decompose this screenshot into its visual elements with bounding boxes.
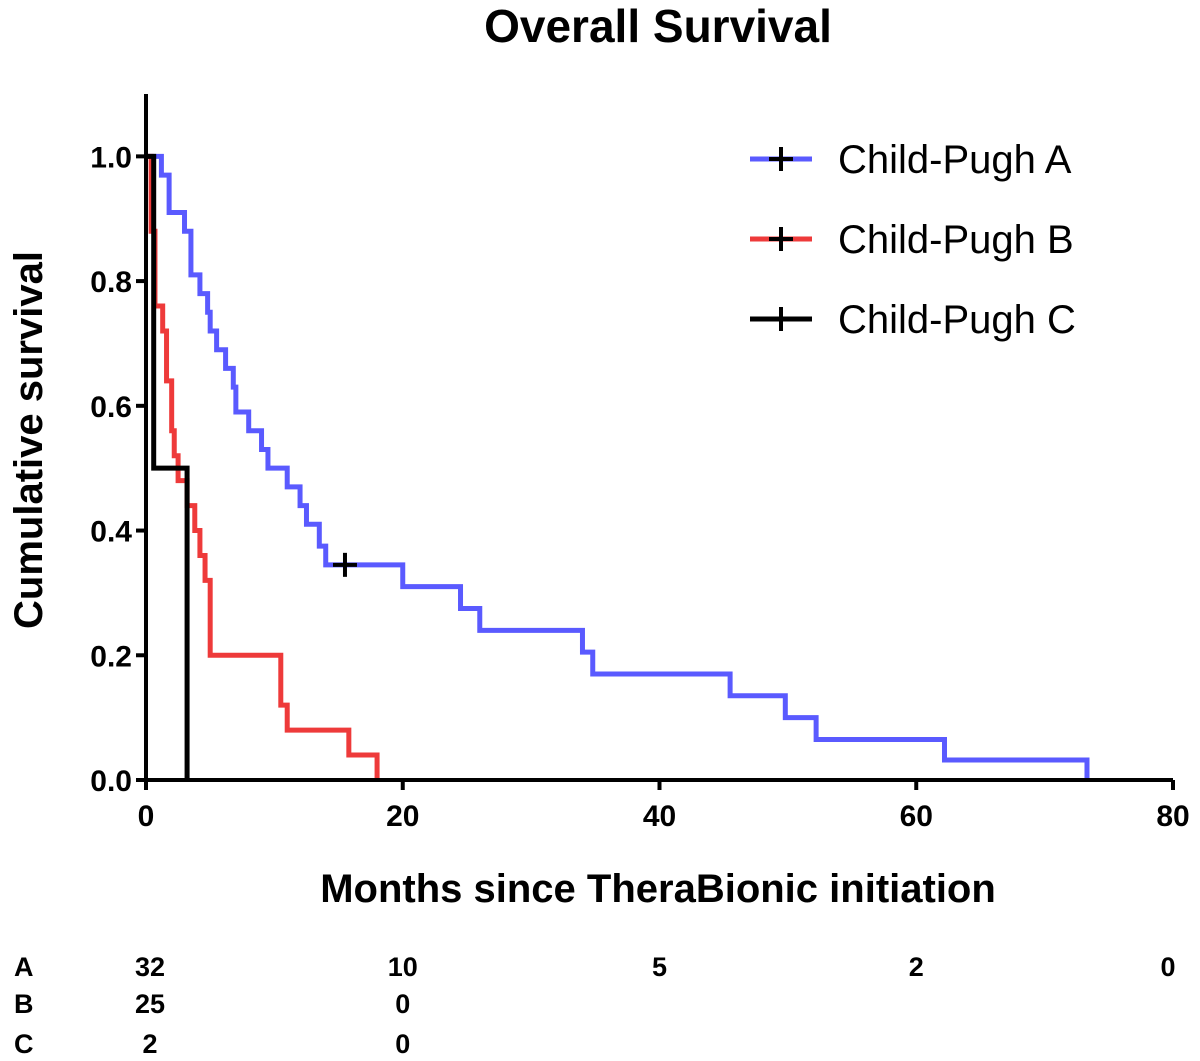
risk-count: 32 [135,952,165,982]
x-tick-label: 60 [900,800,933,833]
risk-table: A 32 10 5 2 0 B 25 0 C 2 0 [14,952,1176,1059]
legend: Child-Pugh A Child-Pugh B Child-Pugh C [750,138,1076,342]
y-tick-label: 0.6 [90,391,132,424]
x-tick-label: 40 [643,800,676,833]
risk-count: 5 [652,952,667,982]
y-tick-label: 1.0 [90,141,132,174]
curve-child-pugh-b [146,153,380,780]
risk-count: 0 [395,989,410,1019]
y-tick-label: 0.8 [90,266,132,299]
curve-child-pugh-c [146,153,190,780]
x-tick-label: 20 [386,800,419,833]
legend-label: Child-Pugh A [838,138,1072,182]
risk-count: 2 [909,952,924,982]
legend-label: Child-Pugh B [838,218,1074,262]
y-axis-label: Cumulative survival [7,251,51,629]
risk-row-label: B [14,989,34,1019]
legend-label: Child-Pugh C [838,298,1076,342]
axes: 0.0 0.2 0.4 0.6 0.8 1.0 0 20 40 60 80 [90,94,1190,833]
risk-count: 10 [388,952,418,982]
risk-count: 0 [1160,952,1175,982]
y-tick-label: 0.0 [90,765,132,798]
x-tick-label: 80 [1156,800,1189,833]
x-axis-label: Months since TheraBionic initiation [320,867,996,911]
risk-row-label: A [14,952,34,982]
chart-title: Overall Survival [484,0,832,52]
curve-child-pugh-a [146,153,1090,780]
risk-count: 0 [395,1029,410,1059]
y-tick-label: 0.4 [90,516,132,549]
risk-count: 2 [142,1029,157,1059]
plot-area [146,153,1090,780]
risk-count: 25 [135,989,165,1019]
x-tick-label: 0 [138,800,155,833]
risk-row-label: C [14,1029,34,1059]
y-tick-label: 0.2 [90,640,132,673]
